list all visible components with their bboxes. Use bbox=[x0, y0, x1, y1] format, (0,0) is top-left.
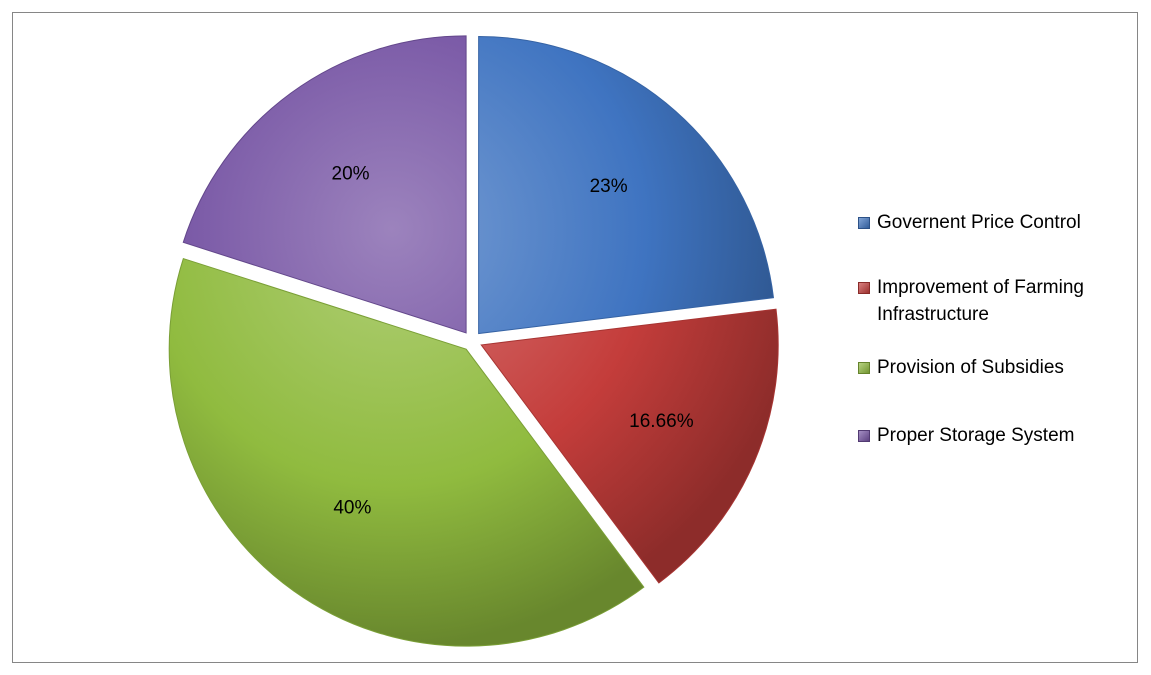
data-label-governent-price-control: 23% bbox=[590, 176, 628, 197]
pie-data-labels: 23% 16.66% 40% 20% bbox=[332, 164, 694, 519]
legend-item-governent-price-control: Governent Price Control bbox=[847, 209, 1147, 236]
legend-label: Provision of Subsidies bbox=[877, 357, 1064, 378]
slice-provision-of-subsidies bbox=[168, 257, 645, 647]
legend-item-proper-storage-system: Proper Storage System bbox=[847, 422, 1147, 449]
legend-swatch-purple bbox=[858, 430, 870, 442]
slice-governent-price-control bbox=[478, 36, 775, 335]
legend-swatch-blue bbox=[858, 217, 870, 229]
data-label-provision-of-subsidies: 40% bbox=[333, 498, 371, 519]
legend: Governent Price Control Improvement of F… bbox=[847, 209, 1147, 449]
legend-item-provision-of-subsidies: Provision of Subsidies bbox=[847, 354, 1147, 381]
legend-swatch-red bbox=[858, 282, 870, 294]
pie-chart: 23% 16.66% 40% 20% bbox=[168, 35, 779, 647]
data-label-proper-storage-system: 20% bbox=[332, 164, 370, 185]
legend-item-improvement-of-farming-infrastructure: Improvement of Farming Infrastructure bbox=[847, 274, 1147, 328]
slice-proper-storage-system bbox=[182, 35, 467, 334]
data-label-improvement-of-farming-infrastructure: 16.66% bbox=[629, 411, 694, 432]
chart-frame: 23% 16.66% 40% 20% Governent Price Control … bbox=[12, 12, 1138, 663]
legend-label: Improvement of Farming Infrastructure bbox=[877, 277, 1084, 325]
pie-slices bbox=[168, 35, 779, 647]
legend-label: Proper Storage System bbox=[877, 425, 1075, 446]
legend-label: Governent Price Control bbox=[877, 212, 1081, 233]
legend-swatch-green bbox=[858, 362, 870, 374]
slice-improvement-of-farming-infrastructure bbox=[480, 308, 779, 584]
